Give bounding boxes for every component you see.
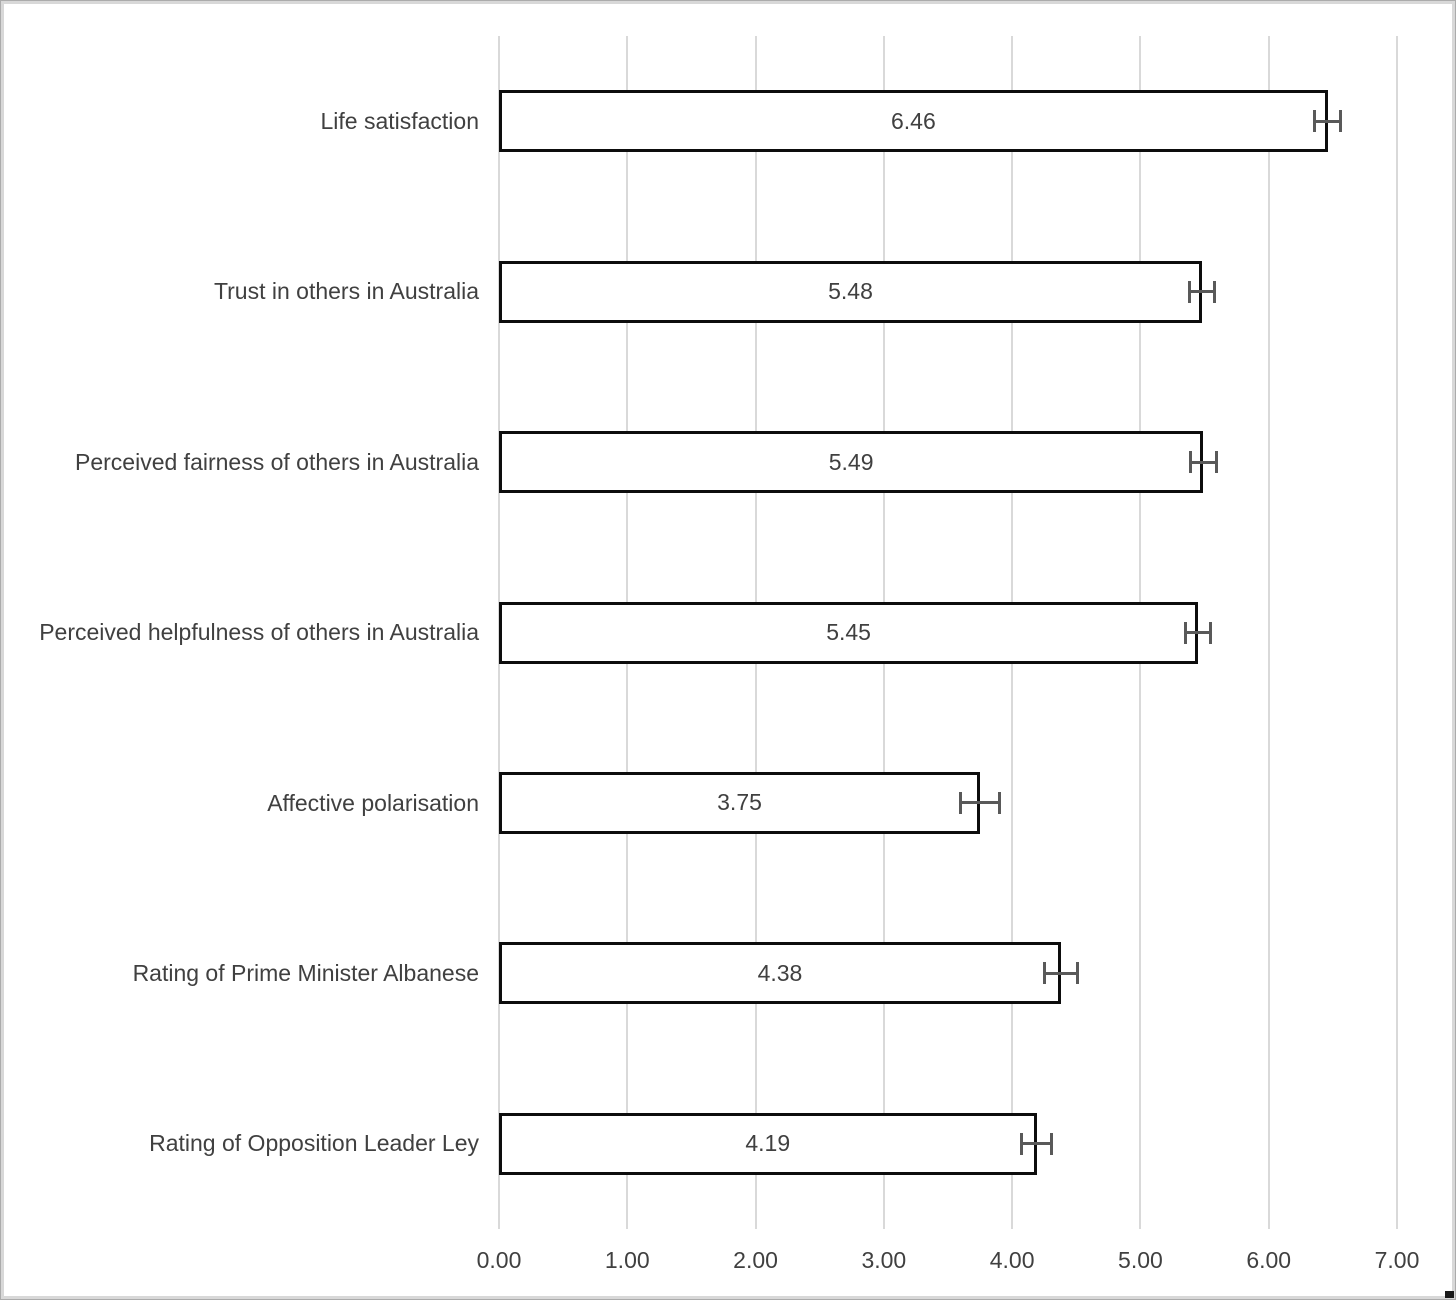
x-axis-tick-label: 4.00 [989, 1247, 1035, 1273]
category-label: Perceived fairness of others in Australi… [75, 448, 479, 475]
x-axis-tick-label: 2.00 [733, 1247, 778, 1273]
bar: 5.48 [499, 260, 1202, 323]
error-bar-cap [1214, 451, 1218, 474]
category-label: Affective polarisation [267, 789, 479, 816]
bar-value-label: 5.45 [826, 619, 871, 645]
bar: 5.45 [499, 601, 1199, 664]
error-bar-cap [1188, 451, 1192, 474]
error-bar-cap [1187, 280, 1191, 303]
bar-value-label: 6.46 [890, 107, 936, 134]
bar-value-label: 4.38 [757, 959, 803, 986]
error-bar-cap [1076, 962, 1080, 985]
error-bar-cap [1213, 280, 1217, 303]
bar: 3.75 [499, 771, 981, 834]
category-label: Trust in others in Australia [213, 278, 479, 305]
plot-area: 6.46 5.48 5.49 5.45 3.75 4.38 4.19 [498, 36, 1398, 1229]
category-label: Life satisfaction [320, 107, 479, 134]
error-bar-line [1021, 1142, 1052, 1146]
x-axis-tick-label: 3.00 [861, 1247, 907, 1273]
resize-handle-icon [1445, 1291, 1454, 1298]
category-label: Perceived helpfulness of others in Austr… [39, 619, 479, 646]
gridline [1396, 36, 1398, 1229]
bar: 5.49 [499, 431, 1204, 494]
x-axis-tick-label: 5.00 [1118, 1247, 1163, 1273]
category-label: Rating of Opposition Leader Ley [149, 1130, 479, 1157]
gridline [1267, 36, 1270, 1229]
error-bar-line [1314, 119, 1341, 123]
x-axis-tick-label: 6.00 [1246, 1247, 1292, 1273]
error-bar-cap [1050, 1132, 1054, 1155]
x-axis-tick-label: 0.00 [476, 1247, 522, 1273]
error-bar-line [1189, 290, 1215, 294]
x-axis-tick-label: 1.00 [604, 1247, 650, 1273]
error-bar-cap [1019, 1132, 1023, 1155]
error-bar-cap [959, 791, 963, 814]
bar: 4.19 [499, 1112, 1037, 1175]
bar-value-label: 4.19 [745, 1130, 791, 1157]
error-bar-cap [1313, 110, 1317, 133]
error-bar-cap [1042, 962, 1046, 985]
error-bar-cap [1183, 621, 1187, 644]
error-bar-cap [1209, 621, 1213, 644]
bar-value-label: 5.48 [828, 278, 873, 305]
bar: 6.46 [499, 90, 1328, 153]
error-bar-line [1190, 460, 1217, 464]
bar-value-label: 3.75 [717, 789, 762, 816]
x-axis-tick-label: 7.00 [1374, 1247, 1420, 1273]
error-bar-cap [1339, 110, 1343, 133]
error-bar-line [1185, 631, 1211, 634]
bar: 4.38 [499, 942, 1061, 1005]
category-label: Rating of Prime Minister Albanese [132, 959, 479, 986]
error-bar-line [960, 801, 1000, 805]
error-bar-line [1044, 971, 1078, 975]
bar-value-label: 5.49 [828, 448, 874, 475]
error-bar-cap [997, 791, 1001, 814]
